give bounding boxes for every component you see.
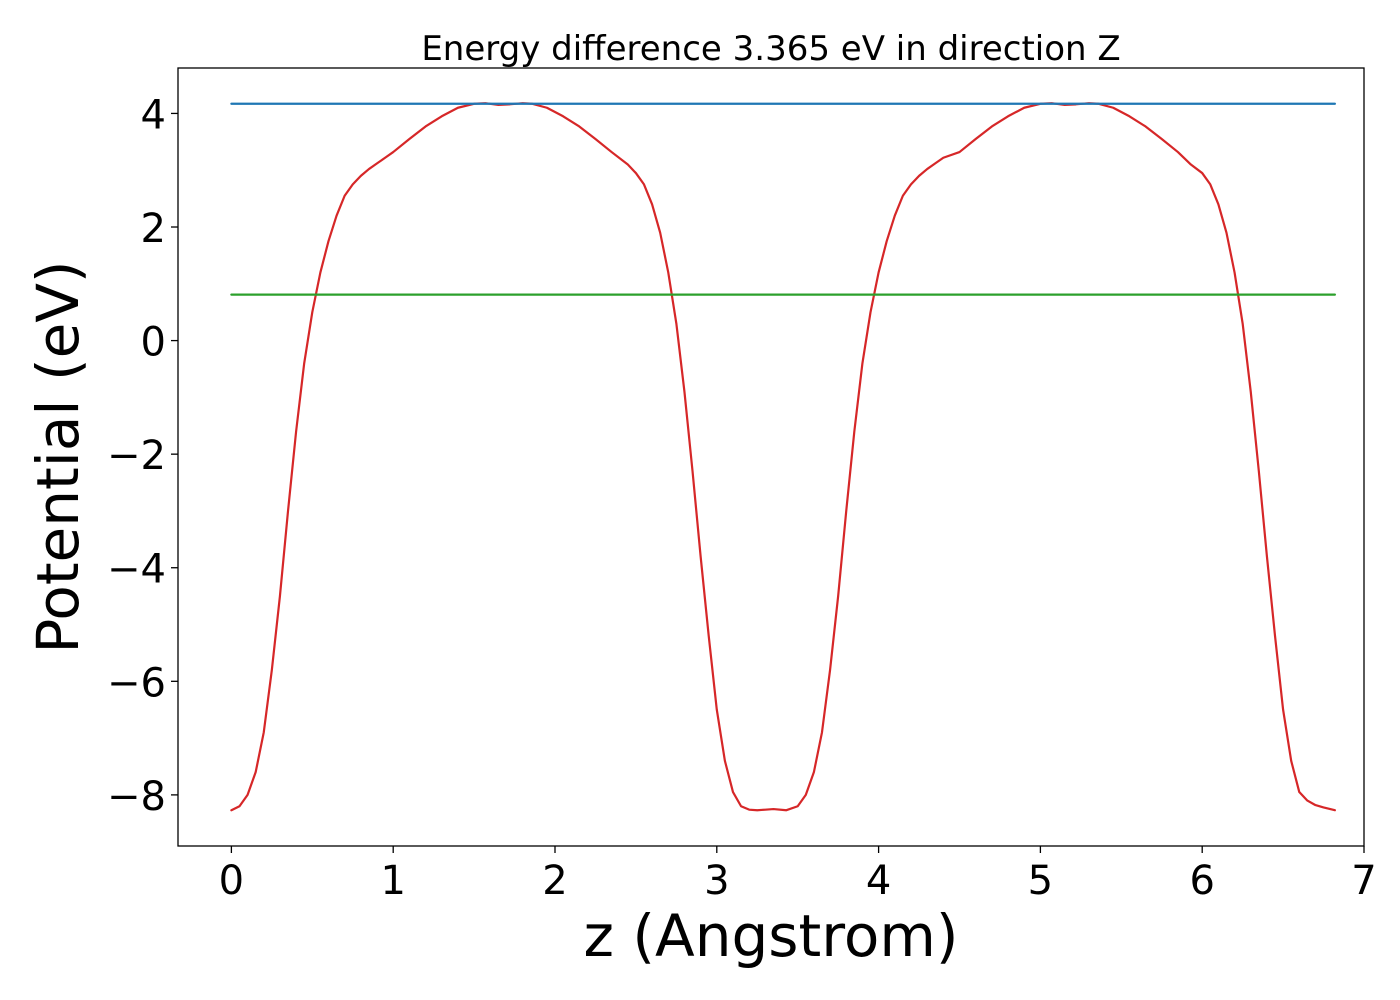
x-tick-label: 3	[704, 858, 729, 904]
x-tick-label: 4	[866, 858, 891, 904]
y-tick-label: −6	[107, 660, 166, 706]
x-axis: 0 1 2 3 4 5 6 7	[219, 846, 1377, 904]
y-tick-label: 0	[141, 320, 166, 366]
x-axis-label: z (Angstrom)	[584, 902, 959, 970]
x-tick-label: 6	[1189, 858, 1214, 904]
y-axis: 4 2 0 −2 −4 −6 −8	[107, 92, 178, 820]
series-layer	[230, 102, 1336, 812]
y-tick-label: −8	[107, 774, 166, 820]
x-tick-label: 1	[380, 858, 405, 904]
x-tick-label: 7	[1351, 858, 1376, 904]
series-line-0	[230, 102, 1336, 812]
y-tick-label: 2	[141, 206, 166, 252]
x-tick-label: 0	[219, 858, 244, 904]
y-tick-label: −2	[107, 433, 166, 479]
x-tick-label: 2	[542, 858, 567, 904]
y-tick-label: 4	[141, 92, 166, 138]
y-axis-label: Potential (eV)	[24, 260, 92, 653]
y-tick-label: −4	[107, 547, 166, 593]
x-tick-label: 5	[1028, 858, 1053, 904]
plot-frame	[177, 67, 1365, 847]
chart-title: Energy difference 3.365 eV in direction …	[421, 29, 1120, 69]
